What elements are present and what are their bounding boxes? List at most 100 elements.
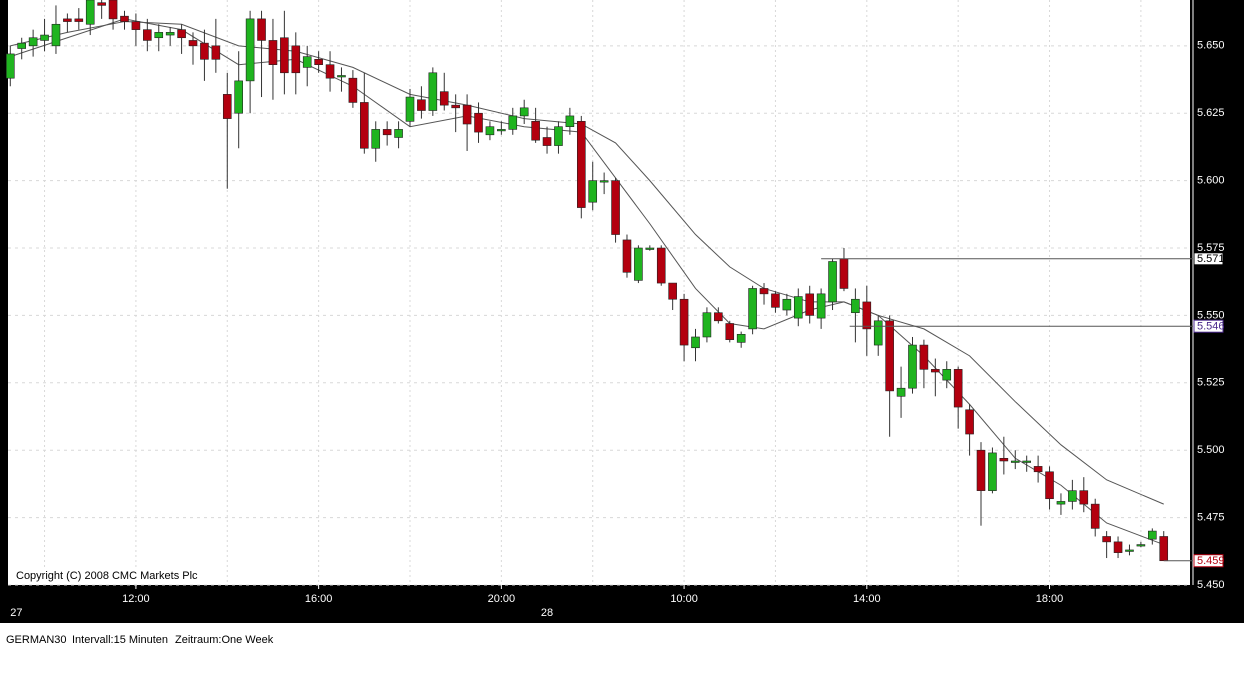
- candle-body: [519, 107, 529, 117]
- footer-text: Zeitraum:One Week: [175, 634, 274, 646]
- candle-body: [337, 75, 346, 78]
- candle-body: [805, 293, 815, 316]
- candle-body: [40, 34, 49, 41]
- candle-body: [1033, 466, 1043, 473]
- candle-body: [622, 239, 632, 273]
- price-label: 5.546: [1197, 321, 1225, 333]
- candle-body: [862, 301, 872, 330]
- candle-body: [348, 77, 358, 103]
- candle-body: [28, 37, 38, 47]
- candle-body: [702, 312, 712, 338]
- candle-body: [828, 261, 837, 303]
- candle-body: [177, 29, 186, 39]
- candle-body: [542, 137, 552, 146]
- candle-body: [188, 40, 198, 47]
- candle-body: [599, 180, 609, 183]
- candle-body: [1125, 549, 1134, 552]
- candle-body: [382, 129, 392, 136]
- candle-body: [748, 288, 757, 330]
- candle-body: [691, 336, 700, 349]
- candle-body: [360, 102, 369, 149]
- candle-body: [736, 333, 746, 343]
- candle-body: [668, 282, 677, 300]
- candle-body: [576, 121, 586, 208]
- plot-area: [8, 0, 1190, 585]
- candle-body: [588, 180, 598, 203]
- candle-body: [976, 449, 986, 491]
- candle-body: [485, 126, 495, 136]
- candle-body: [325, 64, 335, 79]
- candle-body: [565, 115, 575, 128]
- candle-body: [268, 40, 278, 66]
- candle-body: [931, 369, 940, 373]
- candle-body: [462, 104, 472, 125]
- candle-body: [531, 121, 540, 141]
- price-label: 5.571: [1197, 253, 1225, 265]
- y-tick-label: 5.525: [1197, 377, 1225, 389]
- candle-body: [143, 29, 152, 41]
- candle-body: [1102, 536, 1111, 543]
- candle-body: [611, 180, 620, 235]
- candle-body: [839, 258, 849, 289]
- candle-body: [1056, 501, 1066, 505]
- candle-body: [85, 0, 95, 25]
- candle-body: [656, 247, 666, 284]
- x-tick-label: 16:00: [305, 593, 333, 605]
- candle-body: [74, 18, 84, 22]
- candle-body: [417, 99, 426, 111]
- price-label-box: [1193, 319, 1224, 333]
- candle-body: [97, 2, 106, 6]
- candle-body: [1079, 490, 1089, 505]
- candle-body: [919, 344, 929, 370]
- y-tick-label: 5.650: [1197, 40, 1225, 52]
- candle-body: [154, 32, 164, 39]
- candle-body: [1090, 503, 1100, 529]
- candle-body: [999, 457, 1009, 462]
- candle-body: [1010, 460, 1020, 463]
- candle-body: [1022, 460, 1031, 463]
- candle-body: [645, 247, 655, 250]
- candle-body: [222, 94, 232, 119]
- copyright-box: [12, 568, 194, 584]
- candle-body: [371, 129, 381, 149]
- candle-body: [634, 247, 643, 281]
- candle-body: [17, 42, 27, 49]
- candle-body: [428, 72, 438, 111]
- candle-body: [245, 18, 255, 82]
- candle-body: [165, 32, 175, 36]
- candle-body: [439, 91, 449, 106]
- price-label: 5.459: [1197, 555, 1225, 567]
- candle-body: [131, 21, 141, 30]
- candle-body: [908, 344, 917, 389]
- candle-body: [942, 369, 952, 381]
- y-tick-label: 5.475: [1197, 512, 1225, 524]
- candle-body: [51, 23, 61, 47]
- copyright: Copyright (C) 2008 CMC Markets Plc: [16, 570, 198, 582]
- footer-text: Intervall:15 Minuten: [72, 634, 168, 646]
- candle-body: [211, 45, 221, 60]
- candle-body: [257, 18, 266, 41]
- x-tick-label: 20:00: [488, 593, 516, 605]
- candle-body: [759, 288, 769, 295]
- candle-body: [451, 104, 460, 109]
- candle-body: [988, 452, 997, 491]
- candle-body: [497, 129, 506, 132]
- candle-body: [953, 369, 963, 408]
- candle-body: [965, 409, 974, 435]
- candle-body: [1159, 536, 1169, 562]
- x-tick-label: 18:00: [1036, 593, 1064, 605]
- candle-body: [394, 129, 403, 138]
- candle-body: [554, 126, 563, 146]
- candle-body: [896, 387, 906, 397]
- candle-body: [1136, 544, 1146, 547]
- candle-body: [200, 42, 209, 60]
- y-tick-label: 5.550: [1197, 309, 1225, 321]
- price-label-box: [1193, 252, 1224, 266]
- moving-average: [10, 21, 1164, 505]
- x-tick-label: 14:00: [853, 593, 881, 605]
- candle-body: [816, 293, 826, 319]
- candle-body: [1045, 471, 1054, 500]
- candle-body: [725, 323, 735, 340]
